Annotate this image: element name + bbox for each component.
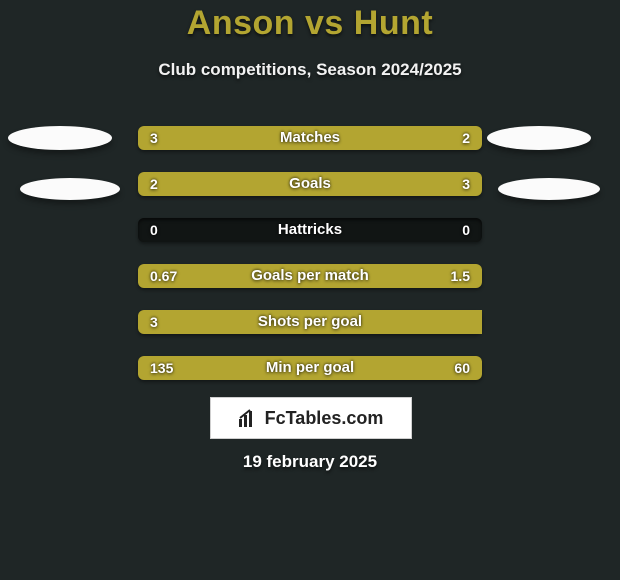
bar-fill: [138, 356, 482, 380]
stat-row: Goals23: [138, 172, 482, 196]
canvas: Anson vs Hunt Club competitions, Season …: [0, 0, 620, 580]
stat-value-right: 60: [454, 356, 470, 380]
stat-row: Min per goal13560: [138, 356, 482, 380]
stat-value-left: 135: [150, 356, 173, 380]
bar-left-fill: [138, 310, 482, 334]
page-subtitle: Club competitions, Season 2024/2025: [0, 60, 620, 80]
stat-value-left: 2: [150, 172, 158, 196]
brand-label: FcTables.com: [265, 408, 384, 429]
stat-row: Shots per goal3: [138, 310, 482, 334]
stat-value-left: 0: [150, 218, 158, 242]
bar-fill: [138, 126, 482, 150]
player-left-oval-1: [8, 126, 112, 150]
stat-value-right: 1.5: [451, 264, 470, 288]
stat-value-right: 3: [462, 172, 470, 196]
stat-value-right: 2: [462, 126, 470, 150]
stat-row: Hattricks0 0: [138, 218, 482, 242]
stat-row: Matches32: [138, 126, 482, 150]
bar-fill: [138, 172, 482, 196]
stat-value-left: 3: [150, 310, 158, 334]
page-title: Anson vs Hunt: [0, 4, 620, 43]
player-left-oval-2: [20, 178, 120, 200]
date-label: 19 february 2025: [0, 452, 620, 472]
brand-chart-icon: [239, 409, 259, 427]
stat-value-right: 0: [462, 218, 470, 242]
stat-value-left: 3: [150, 126, 158, 150]
stat-value-left: 0.67: [150, 264, 177, 288]
player-right-oval-2: [498, 178, 600, 200]
stat-label: Hattricks: [138, 218, 482, 242]
brand-badge[interactable]: FcTables.com: [210, 397, 412, 439]
stat-row: Goals per match0.671.5: [138, 264, 482, 288]
player-right-oval-1: [487, 126, 591, 150]
bar-fill: [138, 264, 482, 288]
